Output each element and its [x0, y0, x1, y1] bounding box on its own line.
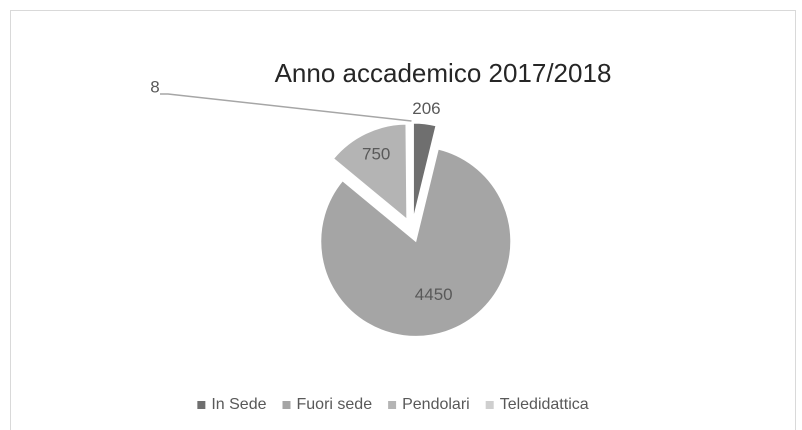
legend-swatch — [388, 401, 397, 409]
leader-line — [160, 93, 412, 122]
data-label: 4450 — [415, 285, 453, 304]
legend-label: Teledidattica — [500, 396, 589, 413]
chart-frame — [10, 10, 796, 430]
legend-swatch — [197, 401, 206, 409]
data-label: 206 — [412, 99, 440, 118]
pie-slice — [320, 148, 512, 337]
legend-label: Fuori sede — [297, 396, 373, 413]
legend-swatch — [282, 401, 291, 409]
pie-slice — [412, 122, 437, 219]
pie-slice — [410, 122, 413, 219]
legend-swatch — [485, 401, 494, 409]
legend-label: In Sede — [211, 396, 266, 413]
chart-title: Anno accademico 2017/2018 — [275, 58, 612, 88]
legend-label: Pendolari — [402, 396, 470, 413]
pie-slice — [332, 123, 408, 221]
data-label: 750 — [362, 144, 390, 163]
data-label: 8 — [150, 77, 159, 96]
